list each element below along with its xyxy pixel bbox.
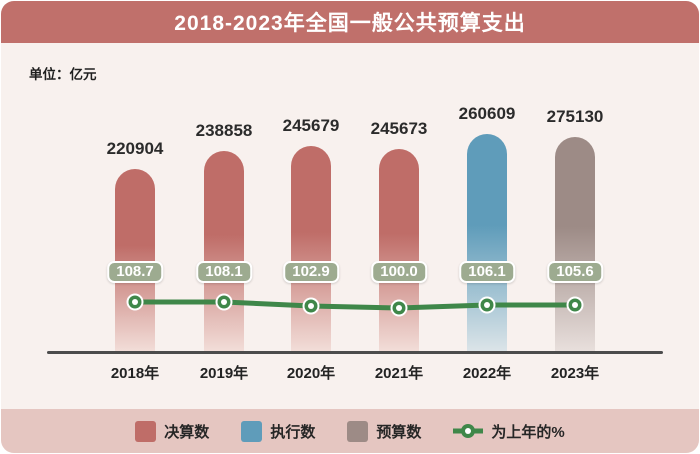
legend-label: 为上年的%: [491, 423, 565, 441]
x-axis-label-2021年: 2021年: [374, 365, 424, 382]
trend-line: [135, 299, 575, 311]
chart-legend: 决算数 执行数 预算数 为上年的%: [1, 409, 699, 453]
trend-marker: [484, 302, 490, 308]
bar-value-label: 275130: [546, 107, 604, 126]
bar-value-label: 260609: [458, 104, 516, 123]
legend-swatch-icon: [241, 420, 263, 442]
unit-label: 单位：亿元: [29, 67, 97, 82]
bar-2022年: [467, 134, 507, 351]
bar-2023年: [555, 137, 595, 351]
legend-label: 决算数: [164, 423, 210, 441]
x-axis-label-2022年: 2022年: [462, 365, 512, 382]
bar-value-label: 245673: [370, 119, 428, 138]
x-axis-label-2020年: 2020年: [286, 365, 336, 382]
percent-pill: 100.0: [371, 261, 427, 283]
x-axis-line: [47, 351, 663, 354]
trend-marker: [396, 305, 402, 311]
bar-2019年: [204, 151, 244, 351]
bar-value-label: 220904: [106, 139, 164, 158]
legend-swatch-icon: [135, 420, 157, 442]
trend-marker: [572, 302, 578, 308]
title-banner: 2018-2023年全国一般公共预算支出: [1, 1, 699, 43]
legend-line-marker-icon: [453, 424, 484, 438]
legend-item-执行数: 执行数: [241, 420, 316, 442]
legend-item-决算数: 决算数: [135, 420, 210, 442]
legend-item-预算数: 预算数: [347, 420, 422, 442]
trend-marker: [221, 299, 227, 305]
bar-2021年: [379, 149, 419, 351]
percent-pill: 108.1: [196, 261, 252, 283]
bar-value-label: 245679: [282, 116, 340, 135]
legend-label: 执行数: [270, 423, 316, 441]
percent-pill: 102.9: [283, 261, 339, 283]
trend-marker: [132, 299, 138, 305]
percent-pill: 108.7: [107, 261, 163, 283]
bar-2020年: [291, 146, 331, 351]
bar-2018年: [115, 169, 155, 351]
x-axis-label-2018年: 2018年: [110, 365, 160, 382]
legend-label: 预算数: [376, 423, 422, 441]
x-axis-label-2019年: 2019年: [199, 365, 249, 382]
bar-value-label: 238858: [195, 121, 253, 140]
trend-line-layer: [126, 293, 584, 317]
legend-swatch-icon: [347, 420, 369, 442]
x-axis-label-2023年: 2023年: [550, 365, 600, 382]
legend-item-为上年的%: 为上年的%: [453, 421, 565, 442]
page-title: 2018-2023年全国一般公共预算支出: [174, 12, 526, 35]
trend-marker: [308, 303, 314, 309]
percent-pill: 106.1: [459, 261, 515, 283]
chart-plot-area: 单位：亿元 220904 108.7 2018年 238858 108.1 2019年 24…: [1, 43, 699, 409]
percent-pill: 105.6: [547, 261, 603, 283]
